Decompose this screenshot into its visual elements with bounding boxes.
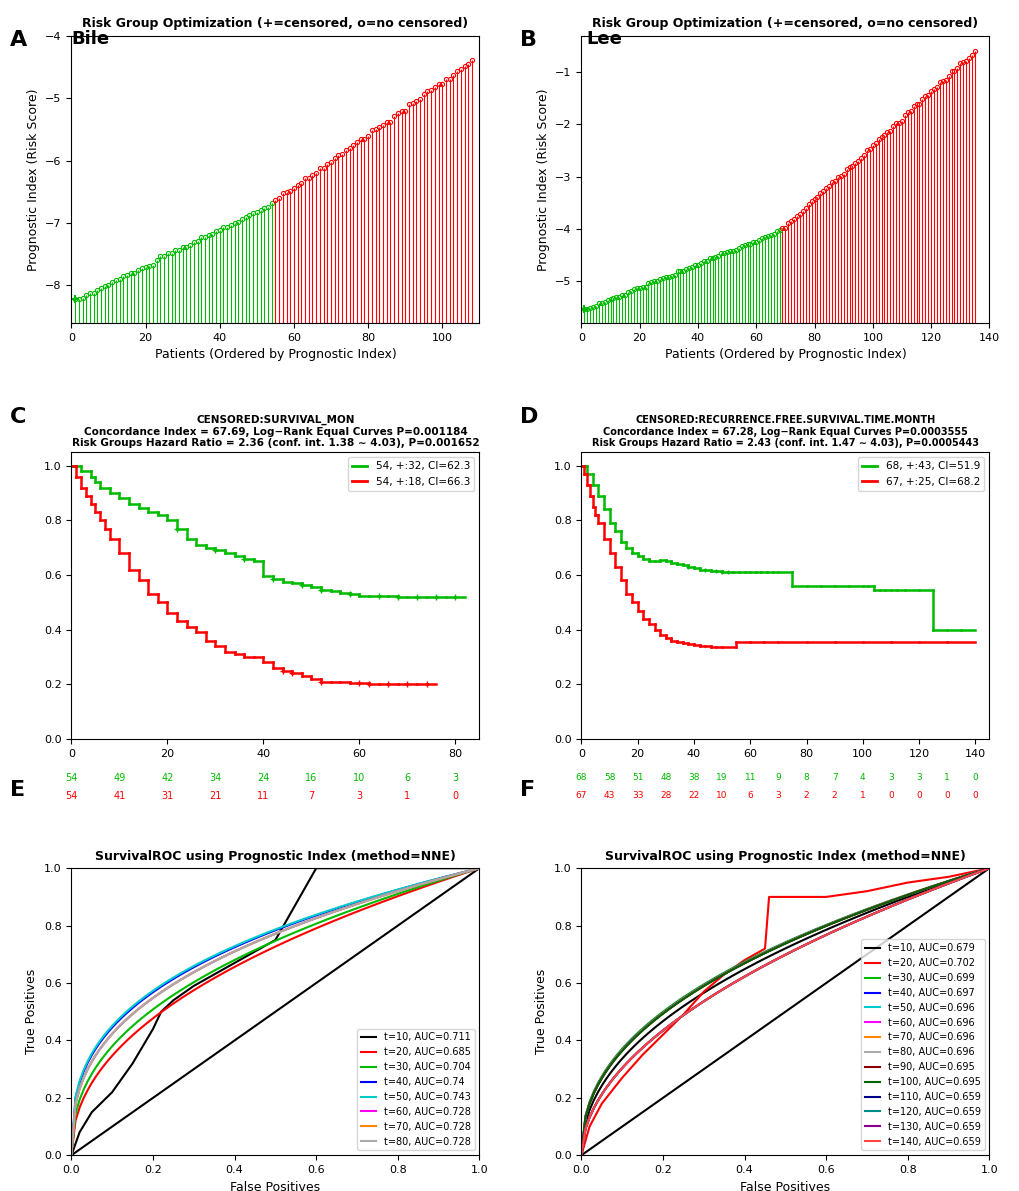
Text: 0: 0 bbox=[944, 791, 949, 799]
Legend: t=10, AUC=0.679, t=20, AUC=0.702, t=30, AUC=0.699, t=40, AUC=0.697, t=50, AUC=0.: t=10, AUC=0.679, t=20, AUC=0.702, t=30, … bbox=[861, 940, 983, 1151]
Text: 43: 43 bbox=[603, 791, 614, 799]
Y-axis label: Prognostic Index (Risk Score): Prognostic Index (Risk Score) bbox=[536, 88, 549, 270]
Text: C: C bbox=[10, 407, 26, 428]
Text: 22: 22 bbox=[688, 791, 699, 799]
Y-axis label: True Positives: True Positives bbox=[535, 969, 548, 1054]
Title: SurvivalROC using Prognostic Index (method=NNE): SurvivalROC using Prognostic Index (meth… bbox=[604, 850, 965, 862]
Text: 7: 7 bbox=[830, 773, 837, 782]
Text: Lee: Lee bbox=[586, 30, 622, 48]
Text: E: E bbox=[10, 780, 25, 800]
Text: 6: 6 bbox=[747, 791, 752, 799]
Text: 9: 9 bbox=[774, 773, 781, 782]
Text: 34: 34 bbox=[209, 773, 221, 784]
Text: 21: 21 bbox=[209, 791, 221, 800]
Text: 10: 10 bbox=[715, 791, 728, 799]
Text: 41: 41 bbox=[113, 791, 125, 800]
Text: 11: 11 bbox=[744, 773, 755, 782]
Text: 3: 3 bbox=[774, 791, 781, 799]
Legend: 68, +:43, CI=51.9, 67, +:25, CI=68.2: 68, +:43, CI=51.9, 67, +:25, CI=68.2 bbox=[857, 457, 983, 491]
Text: 0: 0 bbox=[915, 791, 921, 799]
X-axis label: False Positives: False Positives bbox=[740, 1180, 829, 1191]
Y-axis label: Prognostic Index (Risk Score): Prognostic Index (Risk Score) bbox=[26, 88, 40, 270]
Text: 11: 11 bbox=[257, 791, 269, 800]
Text: 4: 4 bbox=[859, 773, 865, 782]
Text: 51: 51 bbox=[632, 773, 643, 782]
Title: Risk Group Optimization (+=censored, o=no censored): Risk Group Optimization (+=censored, o=n… bbox=[83, 18, 468, 31]
Text: 3: 3 bbox=[888, 773, 893, 782]
Text: 1: 1 bbox=[404, 791, 410, 800]
Text: 19: 19 bbox=[715, 773, 728, 782]
Text: 33: 33 bbox=[632, 791, 643, 799]
Text: 2: 2 bbox=[803, 791, 808, 799]
Text: 28: 28 bbox=[659, 791, 671, 799]
Text: Bile: Bile bbox=[71, 30, 109, 48]
Text: B: B bbox=[520, 30, 537, 50]
Text: F: F bbox=[520, 780, 535, 800]
Y-axis label: True Positives: True Positives bbox=[25, 969, 39, 1054]
Text: 49: 49 bbox=[113, 773, 125, 784]
Text: 6: 6 bbox=[404, 773, 410, 784]
Text: 0: 0 bbox=[888, 791, 893, 799]
Legend: 54, +:32, CI=62.3, 54, +:18, CI=66.3: 54, +:32, CI=62.3, 54, +:18, CI=66.3 bbox=[347, 457, 474, 491]
Text: 0: 0 bbox=[971, 773, 977, 782]
Text: 7: 7 bbox=[308, 791, 314, 800]
Title: CENSORED:RECURRENCE.FREE.SURVIVAL.TIME.MONTH
Concordance Index = 67.28, Log−Rank: CENSORED:RECURRENCE.FREE.SURVIVAL.TIME.M… bbox=[591, 416, 978, 449]
Text: 1: 1 bbox=[859, 791, 865, 799]
Text: 1: 1 bbox=[944, 773, 949, 782]
Text: 0: 0 bbox=[971, 791, 977, 799]
Title: Risk Group Optimization (+=censored, o=no censored): Risk Group Optimization (+=censored, o=n… bbox=[592, 18, 977, 31]
Text: 38: 38 bbox=[688, 773, 699, 782]
Text: 2: 2 bbox=[832, 791, 837, 799]
Title: CENSORED:SURVIVAL_MON
Concordance Index = 67.69, Log−Rank Equal Curves P=0.00118: CENSORED:SURVIVAL_MON Concordance Index … bbox=[71, 414, 479, 449]
Text: 3: 3 bbox=[915, 773, 921, 782]
Text: D: D bbox=[520, 407, 538, 428]
X-axis label: Patients (Ordered by Prognostic Index): Patients (Ordered by Prognostic Index) bbox=[663, 348, 906, 361]
Text: 42: 42 bbox=[161, 773, 173, 784]
Legend: t=10, AUC=0.711, t=20, AUC=0.685, t=30, AUC=0.704, t=40, AUC=0.74, t=50, AUC=0.7: t=10, AUC=0.711, t=20, AUC=0.685, t=30, … bbox=[357, 1029, 474, 1151]
Text: 24: 24 bbox=[257, 773, 269, 784]
Text: 48: 48 bbox=[659, 773, 671, 782]
Text: 8: 8 bbox=[803, 773, 809, 782]
Text: 67: 67 bbox=[575, 791, 587, 799]
Text: 58: 58 bbox=[603, 773, 614, 782]
Text: 0: 0 bbox=[451, 791, 458, 800]
Title: SurvivalROC using Prognostic Index (method=NNE): SurvivalROC using Prognostic Index (meth… bbox=[95, 850, 455, 862]
Text: 68: 68 bbox=[575, 773, 587, 782]
Text: 54: 54 bbox=[65, 791, 77, 800]
Text: A: A bbox=[10, 30, 28, 50]
Text: 54: 54 bbox=[65, 773, 77, 784]
Text: 31: 31 bbox=[161, 791, 173, 800]
X-axis label: Patients (Ordered by Prognostic Index): Patients (Ordered by Prognostic Index) bbox=[154, 348, 396, 361]
Text: 10: 10 bbox=[353, 773, 365, 784]
X-axis label: False Positives: False Positives bbox=[230, 1180, 320, 1191]
Text: 3: 3 bbox=[451, 773, 458, 784]
Text: 16: 16 bbox=[305, 773, 317, 784]
Text: 3: 3 bbox=[356, 791, 362, 800]
